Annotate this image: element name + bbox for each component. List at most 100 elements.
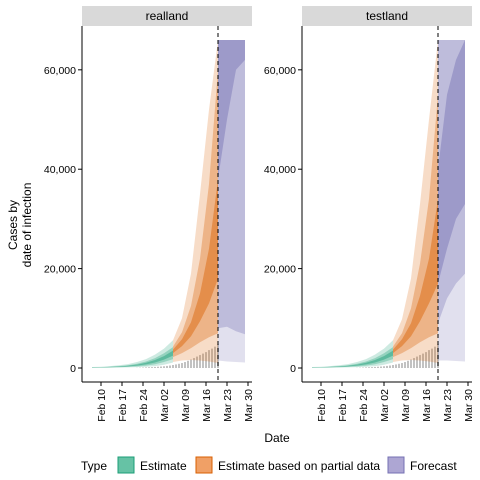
report-bar: [169, 365, 171, 368]
report-bar: [208, 350, 210, 368]
report-bar: [211, 348, 213, 368]
x-tick-label: Mar 09: [180, 389, 192, 422]
report-bar: [190, 359, 192, 368]
y-tick-label: 0: [70, 363, 76, 375]
report-bar: [413, 358, 415, 368]
x-tick-label: Feb 24: [138, 389, 150, 422]
x-tick-label: Mar 16: [421, 389, 433, 422]
report-bar: [202, 353, 204, 368]
x-tick-label: Mar 23: [442, 389, 454, 422]
report-bar: [374, 366, 376, 368]
report-bar: [365, 367, 367, 368]
report-bar: [151, 367, 153, 368]
report-bar: [187, 360, 189, 368]
report-bar: [434, 346, 436, 368]
partial-band-q20-q80: [173, 69, 218, 358]
estimate-band-q20-q80: [92, 347, 173, 368]
forecast-band-q20-q80: [438, 40, 465, 324]
x-axis-label: Date: [264, 431, 290, 445]
report-bar: [419, 355, 421, 368]
report-bar: [401, 363, 403, 368]
forecast-band-q05-q95: [438, 40, 465, 362]
y-tick-label: 20,000: [264, 264, 296, 276]
facet-strip: [82, 6, 252, 26]
partial-band-q35-q65: [173, 179, 218, 354]
report-bar: [392, 365, 394, 368]
estimate-band-q05-q95: [312, 340, 393, 368]
legend-title: Type: [81, 459, 107, 473]
report-bar: [371, 367, 373, 368]
report-bar: [196, 356, 198, 368]
report-bar: [163, 366, 165, 368]
y-axis-label-line1: Cases by: [6, 200, 20, 250]
x-tick-label: Feb 10: [96, 389, 108, 422]
x-tick-label: Mar 30: [243, 389, 255, 422]
report-bar: [425, 352, 427, 368]
report-bar: [178, 363, 180, 368]
report-bar: [389, 365, 391, 368]
y-tick-label: 60,000: [44, 65, 76, 77]
estimate-band-q20-q80: [312, 347, 393, 368]
forecast-band-q35-q65: [218, 40, 245, 180]
report-bar: [386, 365, 388, 368]
report-bar: [214, 346, 216, 368]
facet-strip: [302, 6, 472, 26]
report-bar: [380, 366, 382, 368]
report-bar: [184, 362, 186, 368]
report-bar: [398, 363, 400, 368]
legend-label: Estimate based on partial data: [218, 459, 380, 473]
report-bar: [383, 366, 385, 368]
x-tick-label: Mar 16: [201, 389, 213, 422]
x-tick-label: Mar 02: [379, 389, 391, 422]
report-bar: [422, 353, 424, 368]
x-tick-label: Feb 17: [337, 389, 349, 422]
y-tick-label: 60,000: [264, 65, 296, 77]
report-bar: [193, 358, 195, 368]
report-bar: [205, 352, 207, 368]
legend-swatch: [117, 456, 135, 474]
estimate-band-q05-q95: [92, 340, 173, 368]
partial-band-q35-q65: [393, 199, 438, 354]
x-tick-label: Mar 02: [159, 389, 171, 422]
y-tick-label: 0: [290, 363, 296, 375]
x-tick-label: Feb 24: [358, 389, 370, 422]
report-bar: [395, 364, 397, 368]
report-bar: [428, 350, 430, 368]
panel-realland: realland 0 20,000 40,000 60,000 Feb 10 Feb 17 F…: [44, 6, 255, 422]
report-bar: [154, 366, 156, 368]
report-bar: [404, 362, 406, 368]
y-tick-label: 20,000: [44, 264, 76, 276]
x-tick-label: Mar 30: [463, 389, 475, 422]
report-bar: [407, 360, 409, 368]
partial-band-q05-q95: [393, 40, 438, 363]
report-bar: [431, 348, 433, 368]
report-bar: [410, 359, 412, 368]
partial-band-q20-q80: [393, 94, 438, 358]
x-tick-label: Mar 23: [222, 389, 234, 422]
report-bar: [172, 365, 174, 368]
legend-label: Estimate: [140, 459, 187, 473]
facet-strip-label: realland: [146, 9, 189, 23]
y-tick-label: 40,000: [264, 164, 296, 176]
forecast-band-q35-q65: [438, 40, 465, 284]
legend-label: Forecast: [410, 459, 457, 473]
report-bar: [166, 365, 168, 368]
report-bar: [368, 367, 370, 368]
y-tick-label: 40,000: [44, 164, 76, 176]
y-axis-label-line2: date of infection: [20, 183, 34, 268]
legend-swatch: [195, 456, 213, 474]
report-bar: [157, 366, 159, 368]
report-bar: [148, 367, 150, 368]
panel-testland: testland 0 20,000 40,000 60,000 Feb 10 Feb 17 F…: [264, 6, 475, 422]
report-bar: [145, 367, 147, 368]
partial-band-q05-q95: [173, 40, 218, 363]
report-bar: [181, 363, 183, 368]
legend-swatch: [387, 456, 405, 474]
report-bar: [160, 366, 162, 368]
x-tick-label: Feb 17: [117, 389, 129, 422]
report-bar: [199, 355, 201, 368]
facet-strip-label: testland: [366, 9, 408, 23]
legend: Type Estimate Estimate based on partial d…: [81, 456, 457, 474]
forecast-band-q05-q95: [218, 40, 245, 363]
